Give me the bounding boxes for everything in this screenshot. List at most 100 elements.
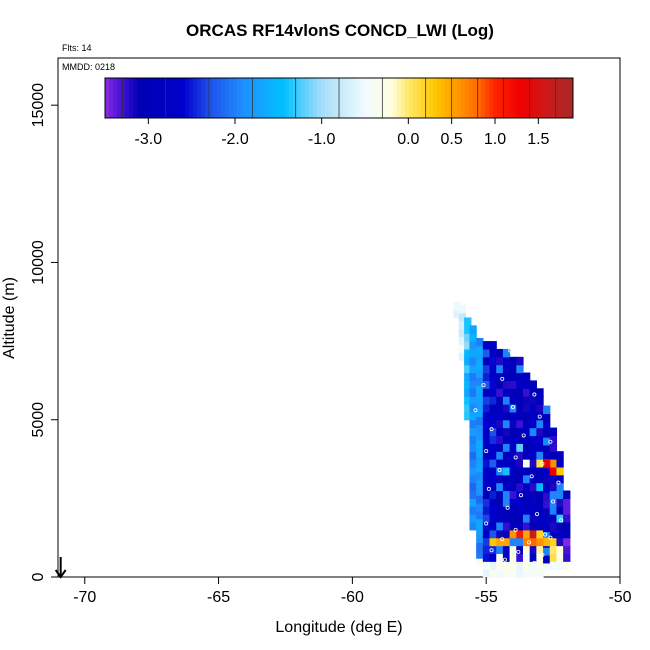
heatmap-cell: [509, 529, 517, 539]
observation-point: [516, 549, 521, 554]
heatmap-cell: [464, 380, 472, 389]
heatmap-cell: [529, 396, 537, 405]
heatmap-cell: [482, 553, 491, 562]
heatmap-cell: [489, 521, 497, 531]
heatmap-cell: [529, 482, 537, 492]
heatmap-cell: [522, 466, 531, 476]
heatmap-cell: [522, 498, 531, 507]
observation-point: [513, 527, 518, 532]
heatmap-cell: [529, 388, 537, 397]
colorbar-segment: [489, 78, 494, 118]
heatmap-cell: [522, 521, 531, 531]
heatmap-cell: [496, 466, 504, 476]
heatmap-cell: [516, 419, 524, 429]
heatmap-cell: [496, 521, 504, 531]
heatmap-cell: [556, 459, 564, 468]
heatmap-cell: [543, 413, 551, 422]
heatmap-cell: [476, 369, 484, 378]
heatmap-cell: [482, 545, 491, 555]
heatmap-cell: [464, 396, 472, 405]
heatmap-cell: [516, 545, 524, 555]
observation-point: [486, 565, 491, 570]
heatmap-cell: [516, 411, 524, 421]
heatmap-cell: [502, 411, 511, 421]
heatmap-cell: [496, 435, 504, 444]
heatmap-cell: [549, 490, 558, 499]
colorbar-segment: [209, 78, 214, 118]
heatmap-cell: [464, 348, 472, 358]
heatmap-cell: [502, 529, 511, 539]
heatmap-cell: [529, 498, 537, 507]
x-tick-label: -60: [341, 589, 364, 606]
heatmap-cell: [476, 479, 484, 488]
observation-point: [532, 392, 537, 397]
heatmap-cell: [469, 514, 477, 523]
colorbar-segment: [529, 78, 534, 118]
heatmap-cell: [509, 404, 517, 413]
heatmap-cell: [522, 443, 531, 452]
heatmap-cell: [509, 459, 517, 468]
heatmap-cell: [482, 498, 491, 507]
heatmap-cell: [549, 545, 558, 555]
colorbar-segment: [205, 78, 210, 118]
heatmap-cell: [556, 451, 564, 460]
heatmap-cell: [489, 514, 497, 523]
colorbar-segment: [221, 78, 226, 118]
heatmap-cell: [476, 424, 484, 433]
heatmap-cell: [549, 474, 558, 484]
heatmap-cell: [489, 427, 497, 437]
heatmap-cell: [458, 312, 467, 322]
heatmap-cell: [543, 537, 551, 547]
observation-point: [527, 540, 532, 545]
heatmap-cell: [469, 459, 477, 468]
colorbar-segment: [485, 78, 490, 118]
colorbar-segment: [389, 78, 394, 118]
heatmap-cell: [469, 341, 477, 350]
heatmap-cell: [482, 529, 491, 539]
heatmap-cell: [496, 356, 504, 366]
heatmap-cell: [509, 411, 517, 421]
heatmap-cell: [536, 545, 544, 555]
heatmap-cell: [482, 561, 491, 570]
colorbar-segment: [541, 78, 546, 118]
heatmap-cell: [516, 435, 524, 444]
heatmap-cell: [469, 482, 477, 492]
heatmap-cell: [509, 561, 517, 570]
heatmap-cell: [509, 490, 517, 499]
heatmap-cell: [543, 421, 551, 430]
heatmap-cell: [563, 553, 571, 562]
heatmap-cell: [543, 452, 551, 462]
heatmap-cell: [536, 435, 544, 444]
colorbar-segment: [473, 78, 478, 118]
heatmap-cell: [543, 429, 551, 438]
heatmap-cell: [482, 514, 491, 523]
heatmap-cell: [458, 304, 467, 314]
heatmap-cell: [502, 380, 511, 389]
heatmap-cell: [536, 506, 544, 515]
heatmap-cell: [476, 392, 484, 402]
heatmap-cell: [556, 561, 564, 570]
heatmap-cell: [522, 396, 531, 405]
heatmap-cell: [536, 388, 544, 397]
heatmap-cell: [469, 380, 477, 389]
colorbar-segment: [441, 78, 446, 118]
colorbar-segment: [189, 78, 194, 118]
heatmap-cell: [536, 561, 544, 570]
heatmap-cell: [489, 396, 497, 405]
heatmap-cell: [476, 385, 484, 394]
heatmap-cell: [509, 569, 517, 578]
heatmap-cell: [529, 404, 537, 413]
heatmap-cell: [516, 482, 524, 492]
colorbar-segment: [549, 78, 554, 118]
observation-point: [540, 552, 545, 557]
heatmap-cell: [489, 356, 497, 366]
observation-point: [513, 455, 518, 460]
heatmap-cell: [536, 404, 544, 413]
colorbar-segment: [461, 78, 466, 118]
heatmap-cell: [549, 529, 558, 539]
colorbar-segment: [437, 78, 442, 118]
colorbar-segment: [217, 78, 222, 118]
heatmap-cell: [549, 466, 558, 476]
x-tick-label: -65: [207, 589, 230, 606]
heatmap-cell: [536, 443, 544, 452]
